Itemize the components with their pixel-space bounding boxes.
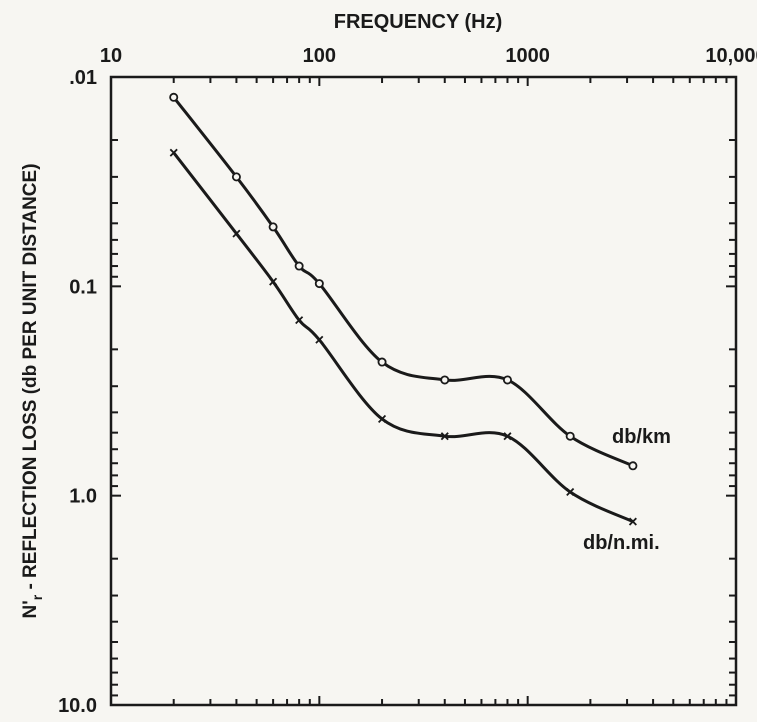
data-point-db-nmi xyxy=(378,414,387,423)
x-tick-label: 100 xyxy=(303,45,336,67)
data-point-mark xyxy=(269,277,278,286)
data-point-db-nmi xyxy=(232,229,241,238)
data-point-db-nmi xyxy=(315,335,324,344)
y-axis-title-subscript: r xyxy=(29,594,45,600)
data-point-mark xyxy=(566,487,575,496)
series-line-db-nmi xyxy=(172,151,634,523)
plot-frame xyxy=(109,75,738,707)
data-point-db-km xyxy=(294,261,304,271)
x-tick-label: 1000 xyxy=(505,45,550,67)
data-point-db-km xyxy=(268,222,278,232)
data-point-mark xyxy=(378,414,387,423)
data-point-mark xyxy=(232,229,241,238)
data-point-db-km xyxy=(628,461,638,471)
x-tick-label: 10 xyxy=(100,45,122,67)
x-axis-title: FREQUENCY (Hz) xyxy=(334,11,503,33)
axis-ticks: 10 100 1000 10,000 .01 0.1 1.0 10.0 xyxy=(58,45,757,717)
y-axis-title: N'r - REFLECTION LOSS (db PER UNIT DISTA… xyxy=(20,163,45,618)
data-point-db-nmi xyxy=(628,517,637,526)
data-point-db-nmi xyxy=(295,316,304,325)
y-axis-title-rest: - REFLECTION LOSS (db PER UNIT DISTANCE) xyxy=(20,163,41,594)
y-tick-label: 1.0 xyxy=(69,486,97,508)
data-point-mark xyxy=(295,316,304,325)
data-point-mark xyxy=(503,432,512,441)
series-line-db-km xyxy=(172,96,634,468)
data-point-db-nmi xyxy=(566,487,575,496)
series-label-db-nmi: db/n.mi. xyxy=(583,532,660,554)
data-point-mark xyxy=(440,432,449,441)
data-point-mark xyxy=(628,517,637,526)
data-point-db-km xyxy=(502,375,512,385)
series-label-db-km: db/km xyxy=(612,426,671,448)
data-point-mark xyxy=(315,335,324,344)
data-point-db-nmi xyxy=(269,277,278,286)
data-point-db-km xyxy=(440,375,450,385)
data-point-db-km xyxy=(314,279,324,289)
y-tick-label: .01 xyxy=(69,67,97,89)
data-point-db-km xyxy=(169,92,179,102)
data-point-db-km xyxy=(231,172,241,182)
y-tick-label: 0.1 xyxy=(69,276,97,298)
y-tick-label: 10.0 xyxy=(58,695,97,717)
x-tick-label: 10,000 xyxy=(705,45,757,67)
data-point-mark xyxy=(169,148,178,157)
data-point-db-km xyxy=(377,357,387,367)
y-axis-title-main: N' xyxy=(20,600,41,618)
data-point-db-nmi xyxy=(169,148,178,157)
data-point-db-nmi xyxy=(503,432,512,441)
data-point-db-km xyxy=(565,431,575,441)
data-point-db-nmi xyxy=(440,432,449,441)
series-layer xyxy=(169,92,638,526)
